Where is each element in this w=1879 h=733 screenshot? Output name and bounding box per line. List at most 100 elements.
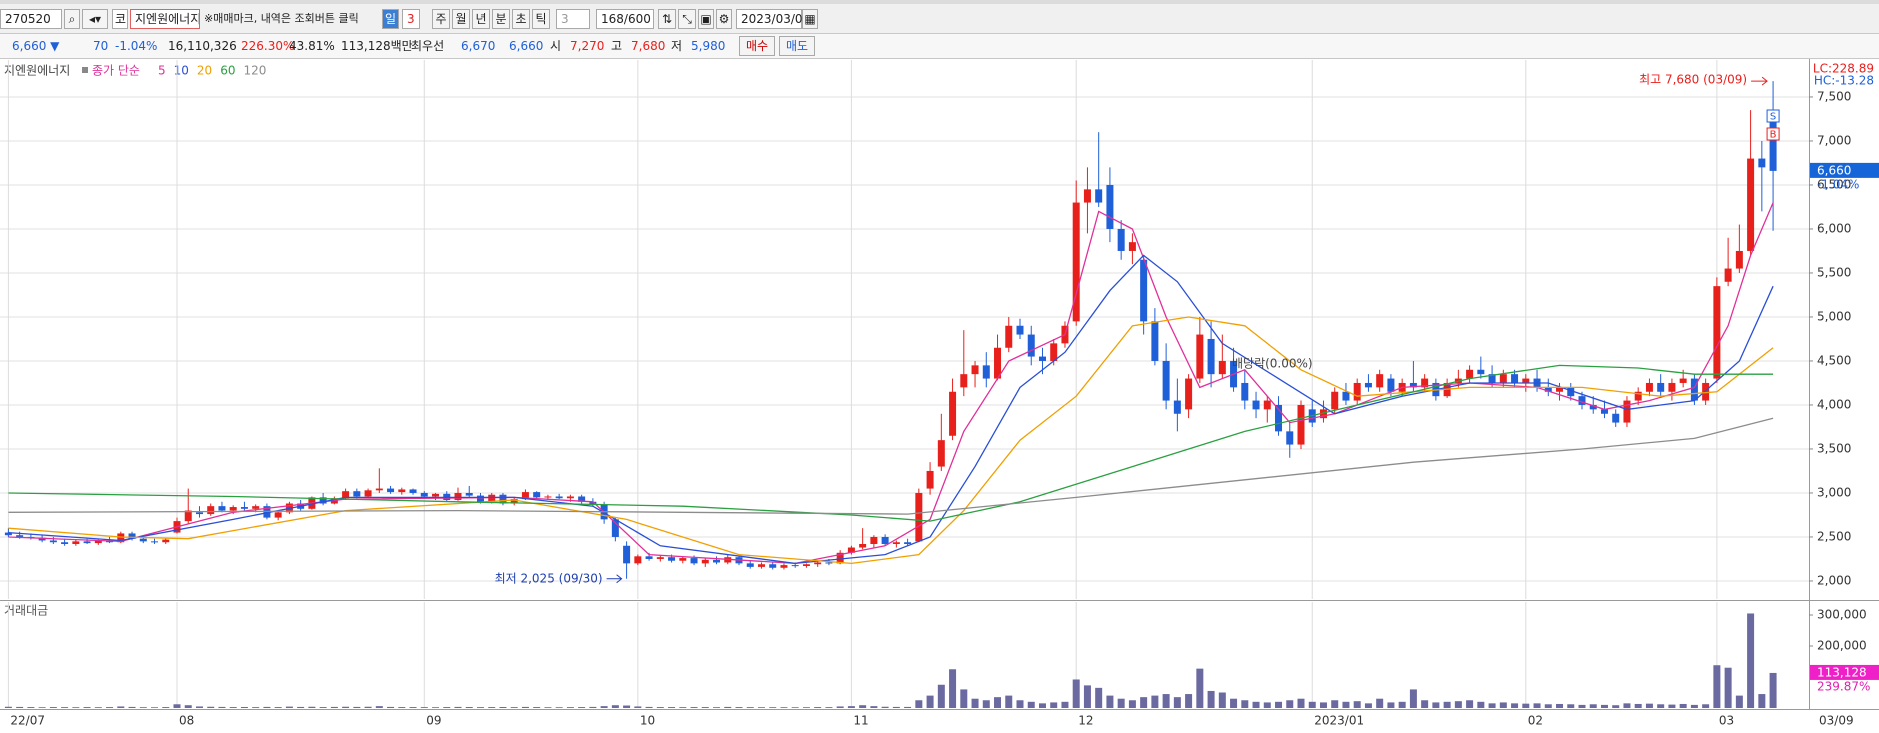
- volume-bar: [330, 706, 338, 708]
- calendar-button[interactable]: ▦: [802, 9, 818, 29]
- volume-bar: [1454, 701, 1462, 708]
- period-num[interactable]: 3: [402, 9, 420, 29]
- candle-body: [229, 507, 237, 511]
- search-button[interactable]: ⌕: [64, 9, 80, 29]
- volume-bar: [847, 706, 855, 708]
- candle-body: [1286, 431, 1294, 445]
- volume-bar: [1499, 702, 1507, 708]
- candle-body: [432, 493, 440, 497]
- candle-body: [510, 499, 518, 504]
- open-label: 시: [550, 39, 562, 53]
- candle-body: [1409, 382, 1417, 388]
- volume-bar: [578, 707, 586, 708]
- volume-bar: [308, 706, 316, 708]
- date[interactable]: 2023/03/09: [736, 9, 810, 29]
- y-tick-label: 200,000: [1817, 639, 1867, 653]
- candle-body: [904, 542, 912, 544]
- candle-body: [274, 512, 282, 518]
- volume-bar: [488, 707, 496, 708]
- volume-bar: [1151, 695, 1159, 708]
- period[interactable]: 월: [452, 9, 470, 29]
- sound-button[interactable]: ◂▾: [82, 9, 108, 29]
- tool-icon[interactable]: ⚙: [716, 9, 732, 29]
- candle-body: [994, 347, 1002, 379]
- volume-bar: [623, 705, 631, 708]
- sell-mark-box: [1766, 109, 1780, 123]
- x-tick-label: 09: [426, 714, 441, 728]
- x-tick-label: 03: [1719, 714, 1734, 728]
- candle-body: [521, 492, 529, 500]
- volume-bar: [420, 707, 428, 708]
- x-tick-label: 02: [1528, 714, 1543, 728]
- volume-bar: [769, 707, 777, 708]
- sell-button[interactable]: 매도: [779, 36, 815, 56]
- period[interactable]: 분: [492, 9, 510, 29]
- volume-bar: [1005, 695, 1013, 708]
- candle-body: [971, 365, 979, 375]
- candle-body: [207, 506, 215, 515]
- volume-bar: [1600, 704, 1608, 708]
- buy-button[interactable]: 매수: [739, 36, 775, 56]
- volume-bar: [544, 707, 552, 708]
- current-price: 6,660: [1817, 163, 1851, 177]
- candle-body: [1128, 242, 1136, 251]
- volume-bar: [611, 705, 619, 708]
- candle-body: [982, 365, 990, 379]
- y-tick-label: 5,500: [1817, 265, 1851, 279]
- period[interactable]: 주: [432, 9, 450, 29]
- bid: 6,660: [509, 39, 544, 53]
- candle-body: [1634, 391, 1642, 401]
- volume-bar: [836, 706, 844, 708]
- volume-bar: [656, 707, 664, 708]
- candle-body: [1140, 259, 1148, 322]
- volume-bar: [1342, 701, 1350, 708]
- change-pct: -1.04%: [115, 39, 158, 53]
- tick-num[interactable]: 3: [556, 9, 590, 29]
- volume-bar: [1050, 702, 1058, 708]
- candle-body: [769, 564, 777, 568]
- candle-body: [1275, 404, 1283, 432]
- volume-bar: [195, 706, 203, 708]
- volume-bar: [1297, 698, 1305, 708]
- period[interactable]: 년: [472, 9, 490, 29]
- volume: 16,110,326: [168, 39, 237, 53]
- candle-body: [409, 489, 417, 493]
- candle-body: [476, 495, 484, 502]
- tool-icon[interactable]: ⤡: [678, 9, 696, 29]
- count: 168/600: [596, 9, 654, 29]
- volume-bar: [1409, 689, 1417, 708]
- candle-body: [1185, 378, 1193, 410]
- volume-bar: [252, 707, 260, 708]
- candle-body: [1218, 360, 1226, 375]
- volume-bar: [139, 707, 147, 708]
- volume-bar: [1443, 701, 1451, 708]
- volume-bar: [1218, 692, 1226, 708]
- volume-bar: [566, 707, 574, 708]
- candle-body: [240, 507, 248, 509]
- change: 70: [93, 39, 109, 53]
- legend-ma: 20: [197, 64, 212, 78]
- code-input[interactable]: 270520: [0, 9, 62, 29]
- candle-body: [1679, 378, 1687, 383]
- period-day[interactable]: 일: [382, 9, 399, 29]
- x-tick-label: 12: [1078, 714, 1093, 728]
- lc: LC:228.89: [1813, 62, 1874, 76]
- candle-body: [1173, 400, 1181, 414]
- candle-body: [420, 492, 428, 497]
- period[interactable]: 틱: [532, 9, 550, 29]
- volume-bar: [1735, 695, 1743, 708]
- tool-icon[interactable]: ⇅: [658, 9, 676, 29]
- candle-body: [836, 552, 844, 564]
- period[interactable]: 초: [512, 9, 530, 29]
- y-tick-label: 5,000: [1817, 309, 1851, 323]
- tool-icon[interactable]: ▣: [698, 9, 714, 29]
- volume-bar: [1061, 701, 1069, 708]
- volume-bar: [61, 707, 69, 708]
- candle-body: [1567, 387, 1575, 397]
- candle-body: [1735, 250, 1743, 269]
- candle-body: [38, 537, 46, 541]
- turnover: 43.81%: [289, 39, 335, 53]
- volume-bar: [353, 706, 361, 708]
- candle-body: [701, 559, 709, 564]
- stock-name[interactable]: 지엔원에너지: [130, 9, 200, 29]
